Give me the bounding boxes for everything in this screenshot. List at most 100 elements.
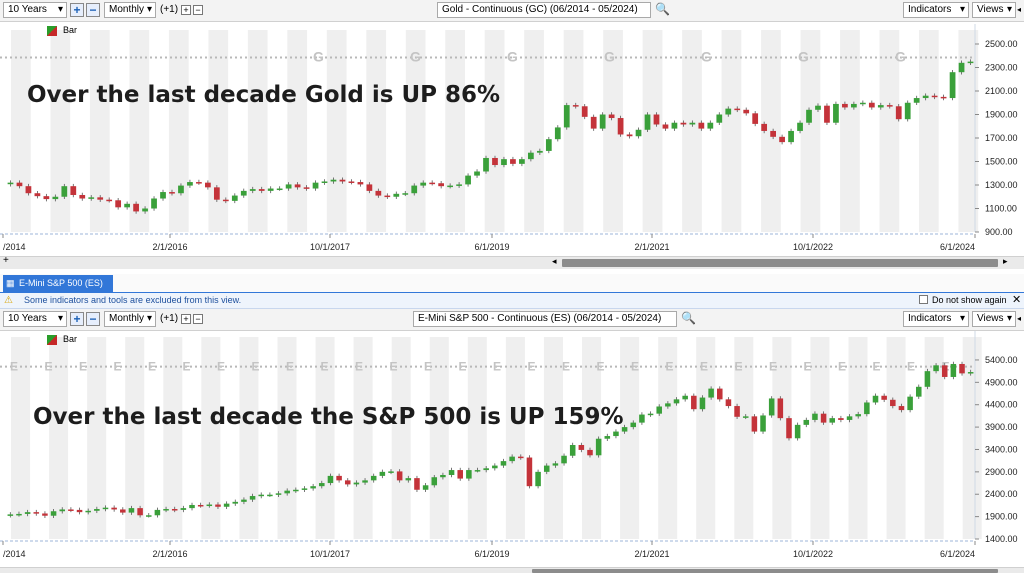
time-band (315, 337, 335, 539)
gold-headline: Over the last decade Gold is UP 86% (27, 82, 501, 108)
views-button[interactable]: Views (972, 2, 1016, 18)
x-tick-label: /2014 (3, 242, 26, 252)
search-icon[interactable]: 🔍 (681, 311, 696, 325)
zoom-out-button-bottom[interactable]: − (86, 312, 100, 326)
candle-body (284, 490, 290, 494)
time-band (49, 337, 69, 539)
offset-minus-button-bottom[interactable]: − (193, 314, 203, 324)
candle-body (707, 122, 714, 129)
candle-body (213, 187, 220, 200)
interval-select-bottom[interactable]: Monthly (104, 311, 156, 327)
candle-body (448, 470, 455, 475)
offset-label: (+1) (160, 4, 179, 15)
candle-body (812, 413, 818, 420)
event-marker: G (313, 49, 324, 65)
indicators-button[interactable]: Indicators (903, 2, 969, 18)
period-select-bottom[interactable]: 10 Years (3, 311, 67, 327)
candle-body (34, 193, 41, 197)
candle-body (959, 363, 965, 374)
candle-body (500, 461, 507, 466)
tab-emini-sp500[interactable]: ▦ E-Mini S&P 500 (ES) (3, 275, 113, 292)
crosshair-icon[interactable]: + (3, 255, 9, 266)
time-band (958, 30, 979, 232)
gold-scroll-thumb[interactable] (562, 259, 998, 267)
period-select[interactable]: 10 Years (3, 2, 67, 18)
event-marker: E (838, 360, 846, 374)
time-band (125, 337, 145, 539)
candle-body (752, 113, 759, 124)
candle-body (370, 475, 377, 481)
candle-body (492, 157, 498, 166)
candle-body (855, 414, 861, 417)
time-band (772, 337, 792, 539)
candle-body (806, 109, 812, 123)
candle-body (50, 511, 57, 516)
indicators-button-bottom[interactable]: Indicators (903, 311, 969, 327)
gold-horizontal-scrollbar[interactable]: + ◂ ▸ (0, 255, 1024, 269)
candle-body (492, 465, 498, 469)
candle-body (24, 512, 31, 514)
candle-body (786, 418, 792, 439)
offset-label-bottom: (+1) (160, 313, 179, 324)
candle-body (151, 198, 157, 209)
candle-body (803, 419, 810, 425)
event-marker: E (873, 360, 881, 374)
candle-body (310, 486, 316, 489)
candle-body (838, 418, 844, 420)
event-marker: E (10, 360, 18, 374)
sp500-scroll-thumb[interactable] (532, 569, 998, 573)
time-band (287, 30, 308, 232)
candle-body (639, 414, 645, 423)
scroll-right-icon[interactable]: ▸ (1003, 256, 1008, 266)
search-icon[interactable]: 🔍 (655, 2, 670, 16)
candle-body (608, 114, 615, 119)
scroll-left-icon[interactable]: ◂ (552, 256, 557, 266)
x-tick-label: 6/1/2024 (940, 549, 975, 559)
event-marker: G (410, 49, 421, 65)
time-band (848, 337, 868, 539)
interval-select[interactable]: Monthly (104, 2, 156, 18)
event-marker: E (286, 360, 294, 374)
candle-body (931, 95, 938, 98)
candle-body (115, 200, 122, 208)
zoom-in-button-bottom[interactable]: + (70, 312, 84, 326)
time-band (603, 30, 623, 232)
sp500-chart[interactable]: EEEEEEEEEEEEEEEEEEEEEEEEEEEE1400.001900.… (0, 331, 1024, 566)
close-icon[interactable]: ✕ (1012, 294, 1022, 306)
candle-body (344, 480, 351, 485)
views-button-bottom[interactable]: Views (972, 311, 1016, 327)
candle-body (285, 184, 292, 189)
symbol-title-field[interactable]: Gold - Continuous (GC) (06/2014 - 05/202… (437, 2, 651, 18)
bar-style-icon (47, 25, 57, 36)
time-band (620, 337, 640, 539)
candle-body (673, 399, 680, 404)
time-band (658, 337, 678, 539)
offset-plus-button[interactable]: + (181, 5, 191, 15)
candle-body (187, 182, 193, 186)
symbol-title-field-bottom[interactable]: E-Mini S&P 500 - Continuous (ES) (06/201… (413, 311, 677, 327)
candle-body (950, 363, 957, 377)
candle-body (578, 445, 585, 450)
zoom-out-button[interactable]: − (86, 3, 100, 17)
gold-chart[interactable]: G G G G G G G 900.00 1100.00 1300.00 1500.00 1700.0… (0, 22, 1024, 259)
candle-body (414, 478, 420, 490)
event-marker: E (217, 360, 225, 374)
event-marker: E (493, 360, 501, 374)
zoom-in-button[interactable]: + (70, 3, 84, 17)
candle-body (43, 196, 50, 200)
event-marker: E (700, 360, 708, 374)
candle-body (222, 199, 229, 202)
candle-body (396, 471, 403, 481)
pin-icon[interactable]: ◂ (1017, 314, 1022, 323)
candle-body (691, 395, 697, 410)
time-band (484, 30, 505, 232)
dont-show-checkbox[interactable] (919, 295, 928, 304)
candle-body (717, 388, 723, 400)
candle-body (88, 197, 95, 199)
candle-body (163, 509, 169, 511)
candle-body (85, 510, 91, 513)
offset-minus-button[interactable]: − (193, 5, 203, 15)
sp500-horizontal-scrollbar[interactable] (0, 567, 1024, 573)
pin-icon[interactable]: ◂ (1017, 5, 1022, 14)
offset-plus-button-bottom[interactable]: + (181, 314, 191, 324)
